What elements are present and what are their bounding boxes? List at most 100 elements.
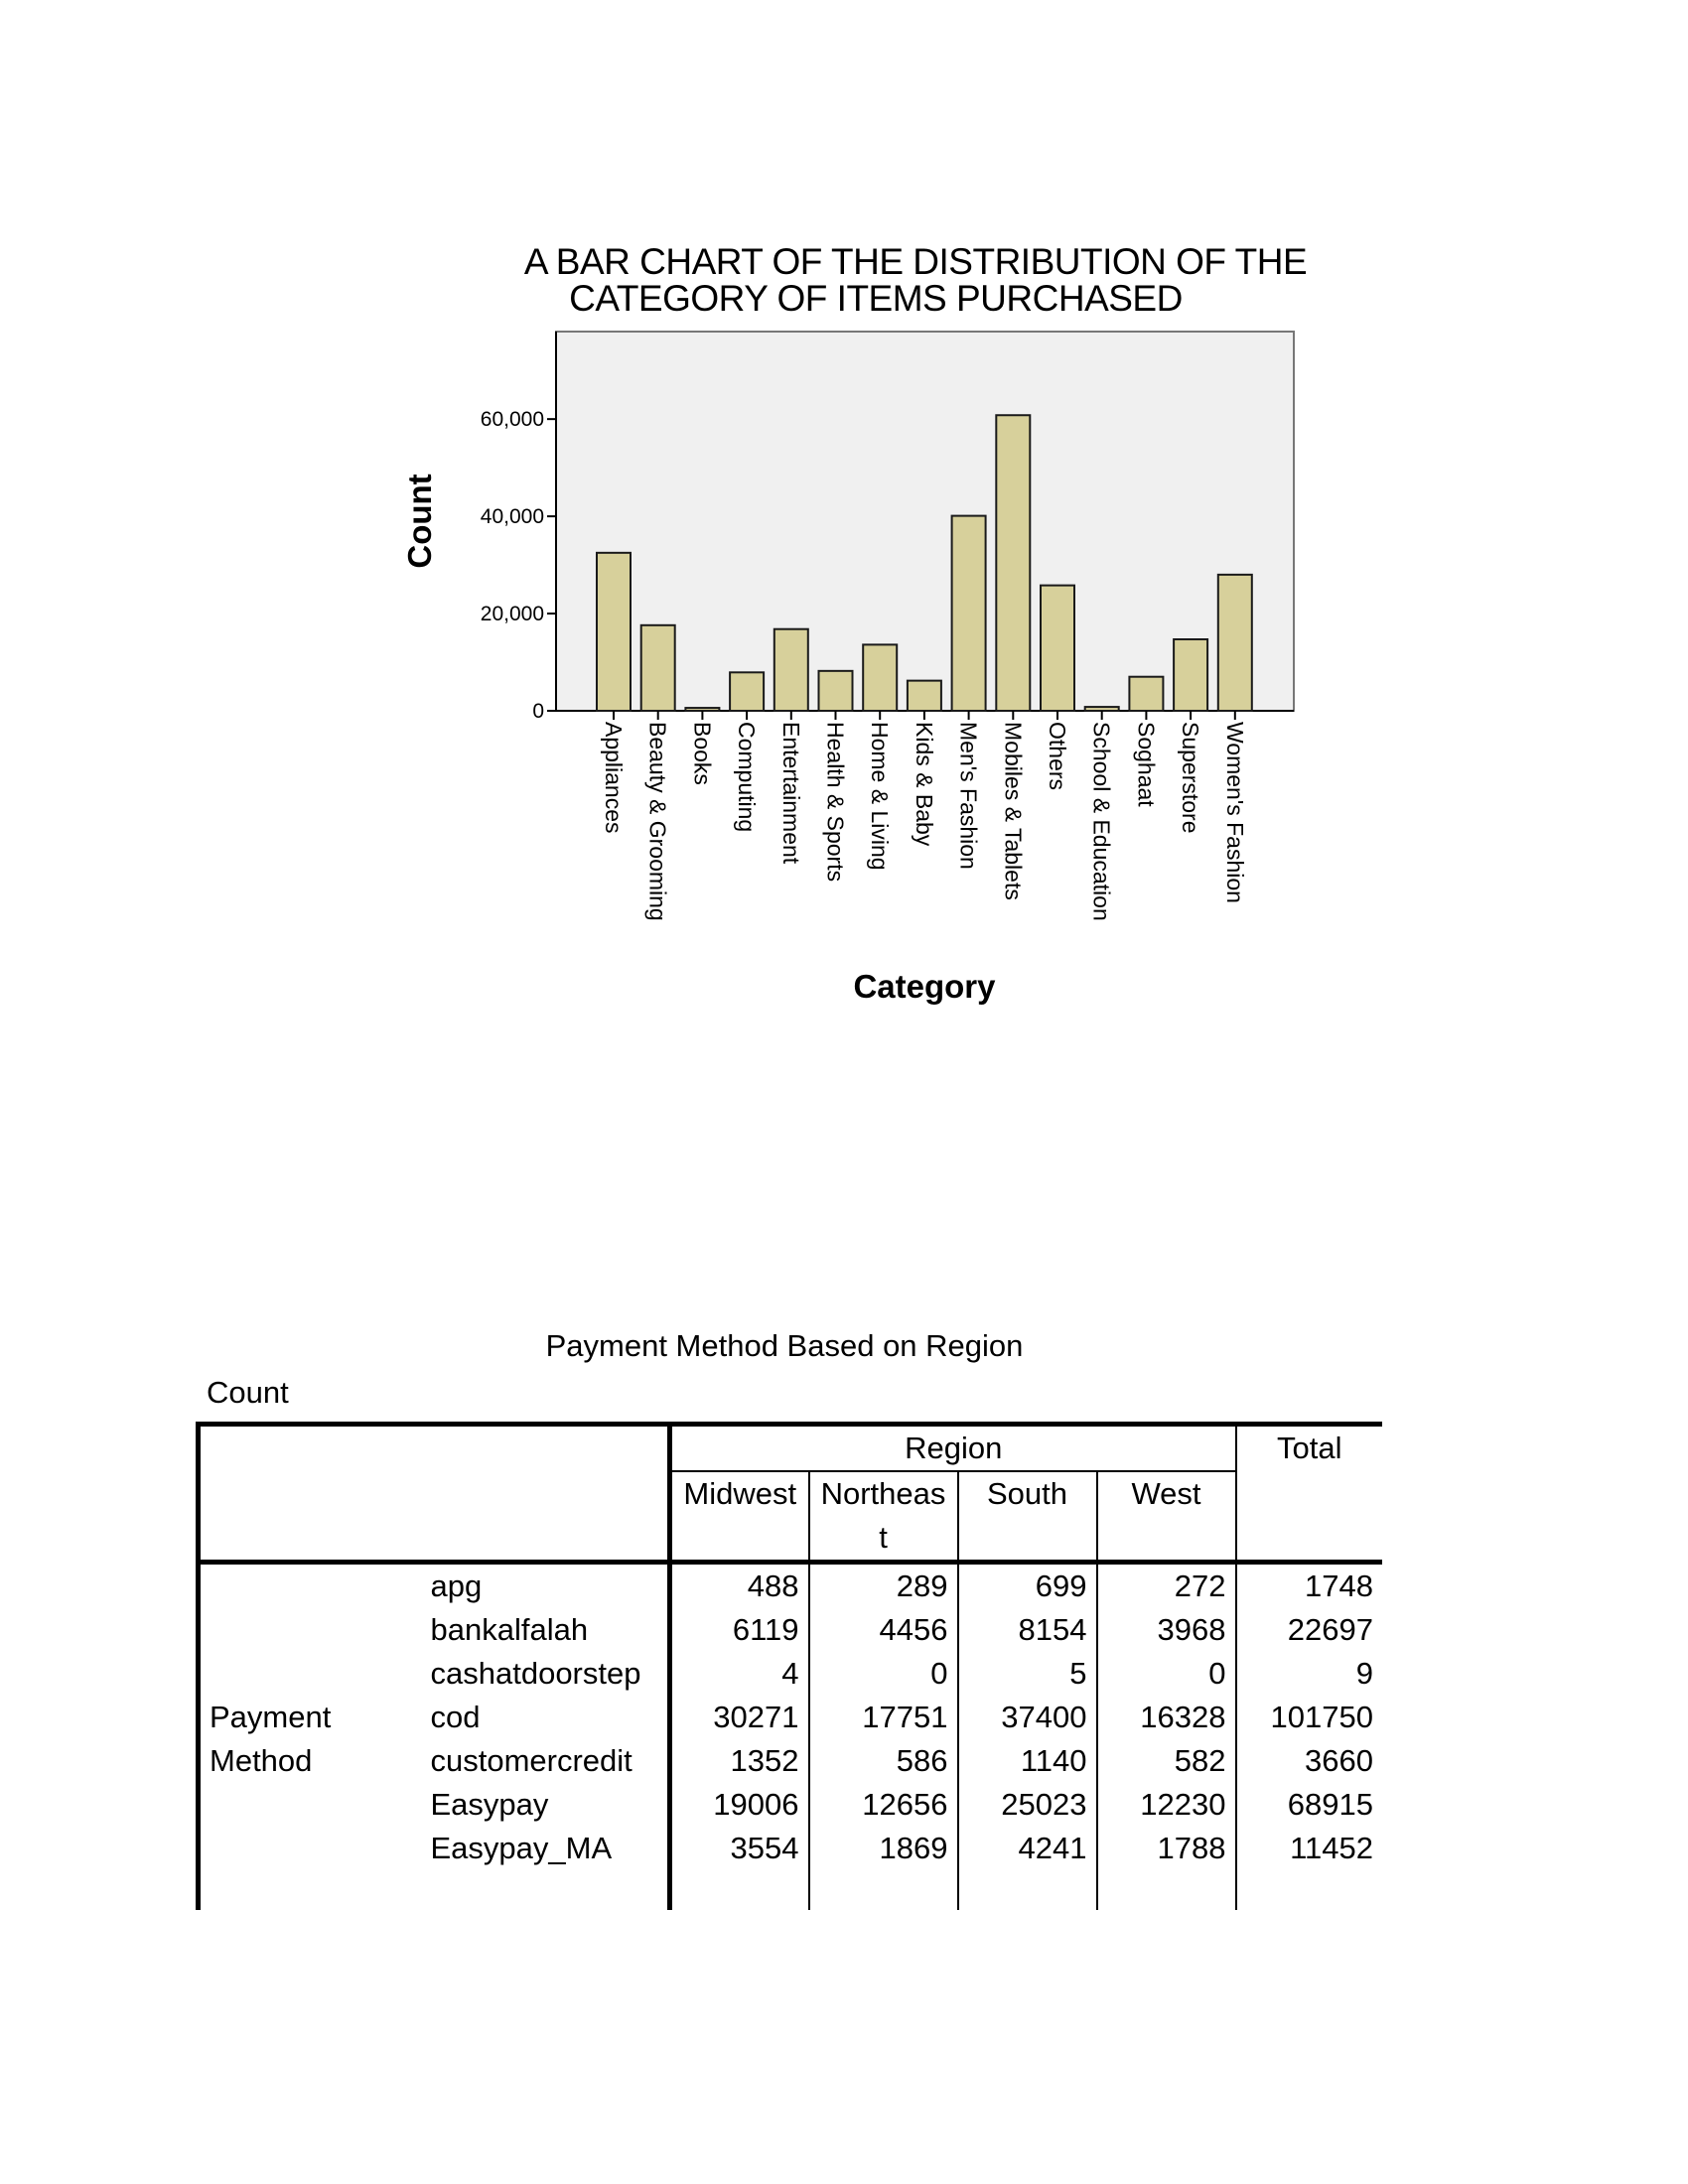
x-tick-label: Health & Sports: [823, 722, 849, 882]
table-count-label: Count: [207, 1375, 289, 1410]
table-row: cashatdoorstep 4 0 5 0 9: [199, 1652, 1382, 1696]
count-cell: 1788: [1095, 1827, 1236, 1870]
count-cell: 3554: [667, 1827, 809, 1870]
count-cell: 0: [807, 1652, 958, 1696]
payment-method-label: customercredit: [430, 1743, 633, 1778]
x-tick-label: Kids & Baby: [912, 722, 937, 847]
bar-chart: A BAR CHART OF THE DISTRIBUTION OF THE C…: [401, 241, 1308, 1005]
count-cell: 12230: [1095, 1783, 1236, 1827]
bar: [639, 623, 676, 712]
y-axis-title: Count: [401, 474, 438, 568]
table-row: bankalfalah 6119 4456 8154 3968 22697: [199, 1608, 1382, 1652]
corner-cell: [196, 1422, 670, 1565]
payment-method-label: Easypay_MA: [430, 1831, 613, 1865]
x-tick-label: Entertainment: [778, 722, 804, 865]
row-total-cell: 1748: [1234, 1562, 1382, 1608]
y-tick-label: 60,000: [481, 408, 544, 431]
x-tick-label: Appliances: [601, 722, 627, 834]
count-cell: 17751: [807, 1696, 958, 1739]
bar: [950, 514, 987, 712]
count-cell: 4456: [807, 1608, 958, 1652]
header-row-2: Midwest Northeas t South West: [199, 1471, 1383, 1565]
plot-area: [555, 331, 1295, 712]
row-total-cell: 101750: [1234, 1696, 1382, 1739]
empty-cell: [422, 1870, 670, 1910]
bar: [1083, 706, 1120, 712]
x-axis-title: Category: [853, 968, 996, 1005]
table-row: Payment Method apg 488 289 699 272 1748: [196, 1562, 1382, 1910]
table-row: customercredit 1352 586 1140 582 3660: [199, 1739, 1382, 1783]
payment-region-crosstab: Region Total Midwest Northeas t South West …: [196, 1422, 1382, 1910]
y-tick-label: 0: [532, 700, 544, 723]
payment-method-label: Easypay: [430, 1787, 549, 1822]
bar: [596, 551, 632, 712]
bar: [1173, 638, 1209, 712]
bar: [729, 671, 766, 712]
count-cell: 6119: [667, 1608, 809, 1652]
count-cell: 16328: [1095, 1696, 1236, 1739]
bar: [817, 669, 854, 712]
count-cell: 272: [1095, 1562, 1236, 1608]
table-row-continuation: [199, 1870, 1382, 1910]
row-total-cell: 3660: [1234, 1739, 1382, 1783]
y-axis-ticks: 0 20,000 40,000 60,000: [481, 408, 556, 723]
empty-cell: [807, 1870, 958, 1910]
count-cell: 582: [1095, 1739, 1236, 1783]
x-axis-ticks: Appliances Beauty & Grooming Books Computin…: [601, 711, 1248, 921]
count-cell: 699: [956, 1562, 1097, 1608]
bar: [1216, 573, 1253, 712]
table-row: cod 30271 17751 37400 16328 101750: [199, 1696, 1382, 1739]
row-total-cell: 68915: [1234, 1783, 1382, 1827]
bar: [995, 414, 1032, 712]
count-cell: 8154: [956, 1608, 1097, 1652]
empty-cell: [1234, 1870, 1382, 1910]
count-cell: 4241: [956, 1827, 1097, 1870]
count-cell: 0: [1095, 1652, 1236, 1696]
region-column-header: West: [1095, 1471, 1236, 1565]
x-tick-label: Women's Fashion: [1222, 722, 1248, 903]
count-cell: 1869: [807, 1827, 958, 1870]
count-cell: 25023: [956, 1783, 1097, 1827]
x-tick-label: Men's Fashion: [956, 722, 982, 870]
bar: [862, 643, 899, 713]
row-group-label: Payment Method: [196, 1562, 422, 1910]
region-column-header: South: [956, 1471, 1097, 1565]
empty-cell: [667, 1870, 809, 1910]
empty-cell: [956, 1870, 1097, 1910]
count-cell: 4: [667, 1652, 809, 1696]
table-row: Easypay 19006 12656 25023 12230 68915: [199, 1783, 1382, 1827]
x-tick-label: School & Education: [1089, 722, 1115, 921]
x-tick-label: Home & Living: [867, 722, 893, 871]
empty-cell: [1095, 1870, 1236, 1910]
count-cell: 586: [807, 1739, 958, 1783]
y-tick-label: 40,000: [481, 505, 544, 528]
row-total-cell: 9: [1234, 1652, 1382, 1696]
x-tick-label: Superstore: [1178, 722, 1203, 834]
count-cell: 19006: [667, 1783, 809, 1827]
x-tick-label: Soghaat: [1133, 722, 1159, 807]
bars: [596, 414, 1253, 713]
x-tick-label: Others: [1045, 722, 1070, 790]
count-cell: 1140: [956, 1739, 1097, 1783]
payment-method-label: cashatdoorstep: [430, 1656, 641, 1691]
crosstab-container: Region Total Midwest Northeas t South West …: [196, 1422, 1382, 1910]
count-cell: 3968: [1095, 1608, 1236, 1652]
count-cell: 30271: [667, 1696, 809, 1739]
row-total-cell: 11452: [1234, 1827, 1382, 1870]
header-row-1: Region Total: [196, 1422, 1382, 1565]
bar: [684, 707, 721, 712]
chart-title-line-2: CATEGORY OF ITEMS PURCHASED: [569, 278, 1183, 319]
x-tick-label: Mobiles & Tablets: [1000, 722, 1026, 900]
count-cell: 5: [956, 1652, 1097, 1696]
table-caption: Payment Method Based on Region: [545, 1328, 1024, 1363]
bar: [906, 679, 942, 713]
payment-method-label: cod: [430, 1700, 481, 1734]
x-tick-label: Books: [689, 722, 715, 785]
region-column-header: Northeas t: [807, 1471, 958, 1565]
payment-method-label: apg: [430, 1569, 483, 1603]
count-cell: 289: [807, 1562, 958, 1608]
bar: [1040, 584, 1075, 713]
total-header: Total: [1234, 1422, 1382, 1565]
x-tick-label: Beauty & Grooming: [645, 722, 671, 921]
chart-title-line-1: A BAR CHART OF THE DISTRIBUTION OF THE: [524, 241, 1307, 282]
